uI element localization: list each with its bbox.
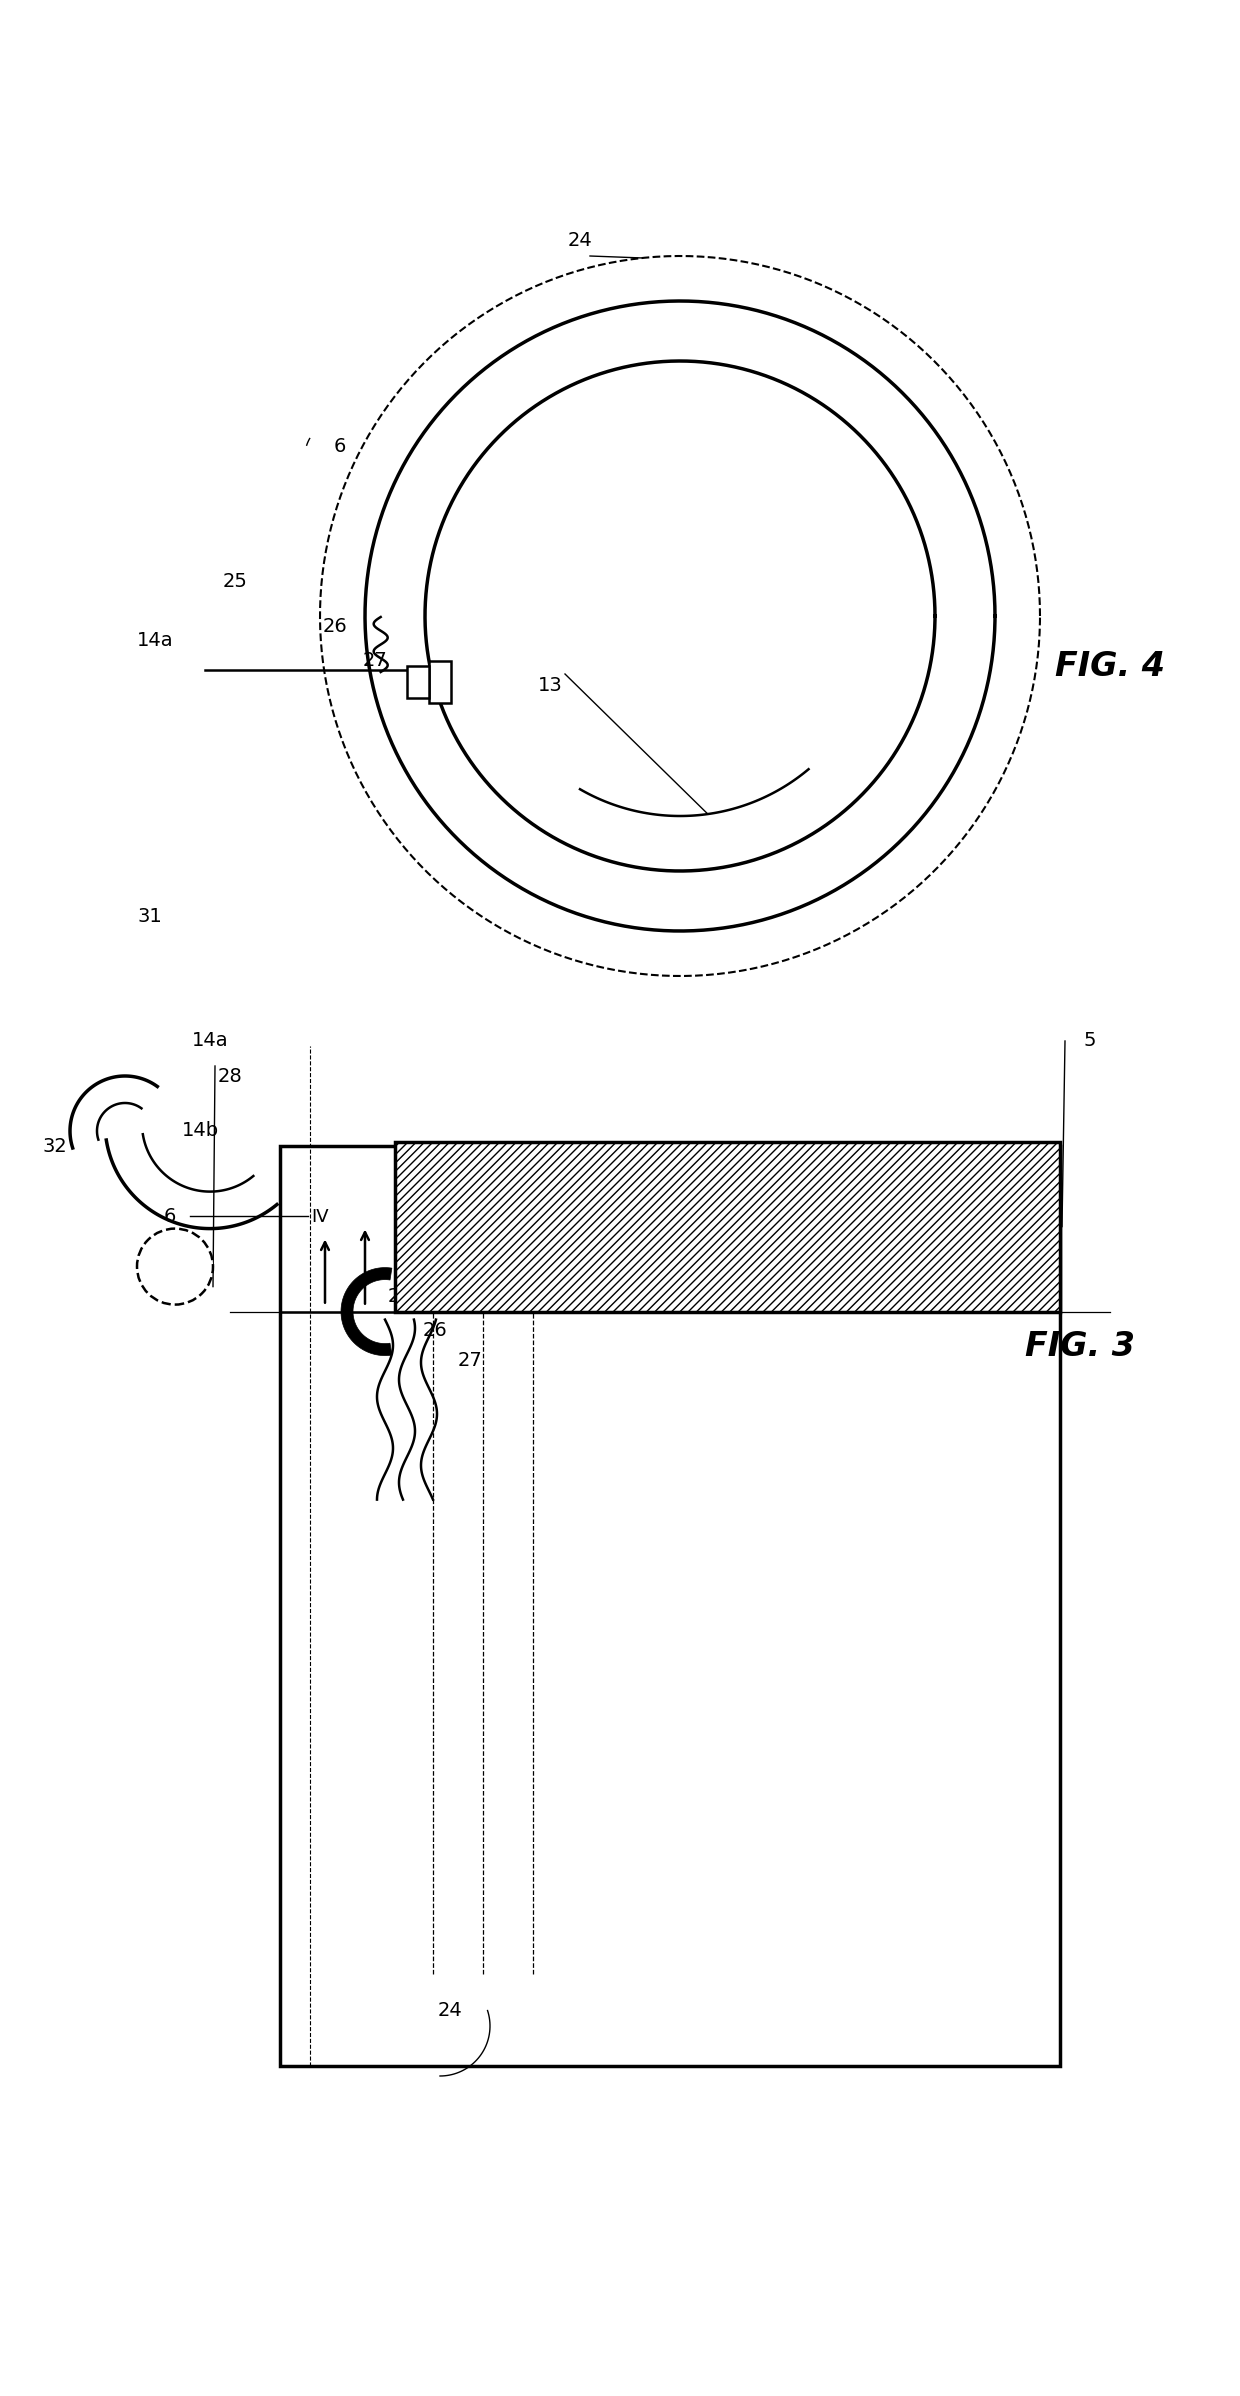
Text: 25: 25 bbox=[388, 1287, 413, 1306]
Text: 26: 26 bbox=[322, 616, 347, 635]
Text: 6: 6 bbox=[164, 1208, 176, 1224]
Text: 27: 27 bbox=[458, 1351, 482, 1371]
Text: 24: 24 bbox=[568, 232, 593, 252]
Text: IV: IV bbox=[311, 1208, 329, 1227]
Text: 13: 13 bbox=[538, 676, 563, 695]
Text: 14b: 14b bbox=[181, 1121, 218, 1140]
Text: 31: 31 bbox=[138, 906, 162, 925]
Text: 14a: 14a bbox=[192, 1033, 228, 1049]
Text: 26: 26 bbox=[423, 1323, 448, 1339]
Text: 27: 27 bbox=[362, 652, 387, 671]
Text: IV: IV bbox=[737, 1208, 754, 1227]
Text: 6: 6 bbox=[334, 436, 346, 455]
Bar bbox=[280, 1145, 1060, 2065]
Bar bbox=[396, 1140, 1060, 1311]
Circle shape bbox=[136, 1229, 213, 1303]
Text: FIG. 4: FIG. 4 bbox=[1055, 649, 1166, 683]
Polygon shape bbox=[341, 1267, 392, 1356]
Text: 5: 5 bbox=[1084, 1033, 1096, 1049]
Text: 25: 25 bbox=[222, 573, 248, 589]
Text: 32: 32 bbox=[42, 1136, 67, 1155]
Text: FIG. 3: FIG. 3 bbox=[1025, 1330, 1135, 1363]
Text: 14a: 14a bbox=[136, 633, 174, 649]
Text: 24: 24 bbox=[438, 2001, 463, 2020]
Bar bbox=[429, 661, 450, 702]
Bar bbox=[407, 666, 429, 697]
Text: 28: 28 bbox=[218, 1066, 242, 1085]
